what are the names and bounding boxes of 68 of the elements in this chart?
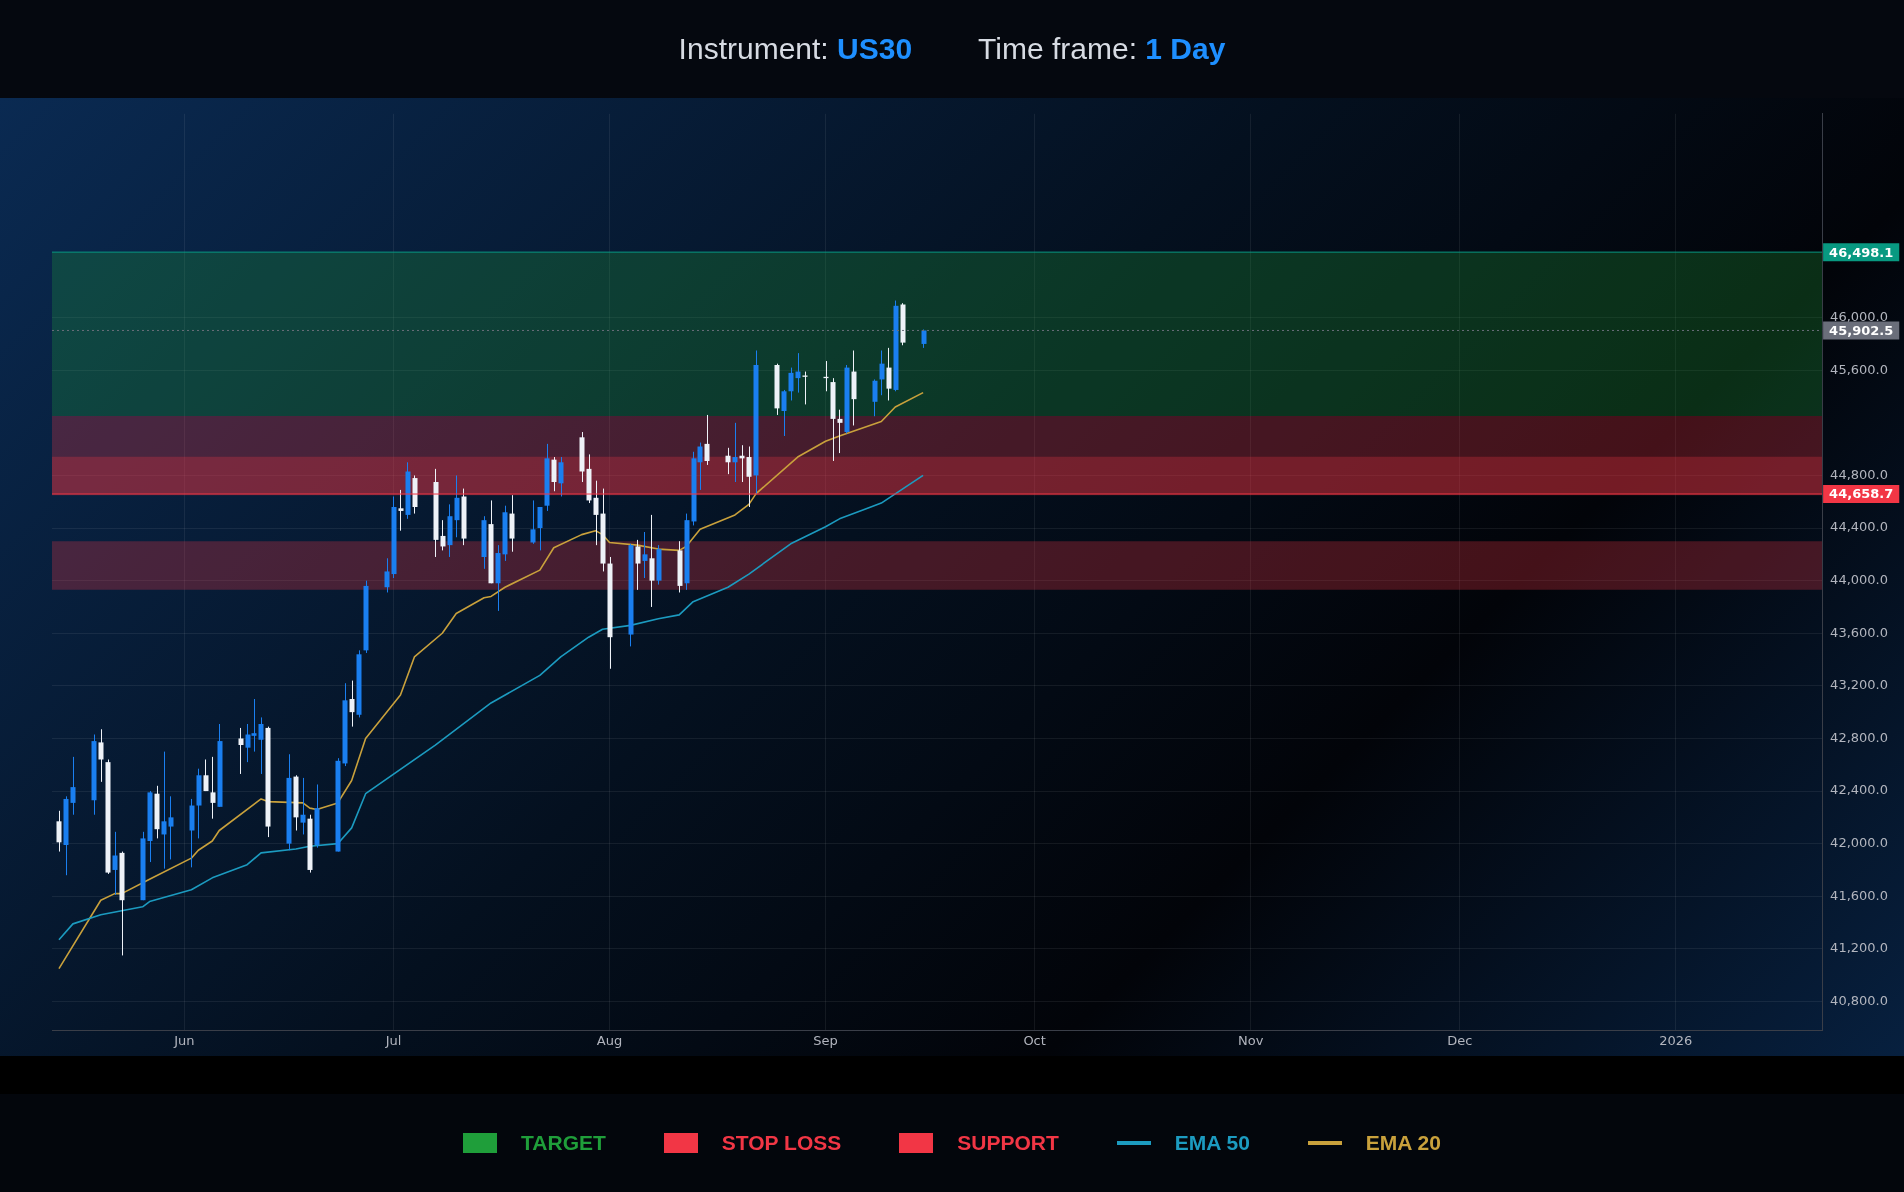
candlestick: [238, 727, 244, 775]
candlestick: [112, 831, 118, 896]
legend-label: STOP LOSS: [721, 1131, 842, 1155]
candlestick: [872, 378, 878, 417]
candlestick: [349, 680, 355, 728]
candlestick: [56, 810, 62, 853]
legend-label: SUPPORT: [957, 1131, 1059, 1155]
candlestick: [384, 557, 390, 593]
y-tick-label: 44,800.0: [1830, 466, 1888, 482]
x-tick-label: Dec: [1447, 1032, 1473, 1048]
candlestick: [558, 456, 564, 497]
y-tick-label: 43,200.0: [1830, 677, 1888, 693]
candlestick: [258, 716, 264, 775]
candlestick: [440, 519, 446, 551]
y-tick-label: 46,000.0: [1830, 309, 1888, 325]
candlestick: [746, 446, 752, 508]
candlestick: [454, 474, 460, 538]
ref-line-label: 46,498.1: [1829, 244, 1894, 260]
y-tick-label: 43,600.0: [1830, 624, 1888, 640]
y-tick-label: 42,400.0: [1830, 782, 1888, 798]
candlestick: [551, 456, 557, 492]
x-tick-label: Aug: [596, 1032, 623, 1048]
candlestick: [886, 347, 892, 401]
chart-subtitle: Time frame: 1 Day: [978, 32, 1226, 65]
candlestick: [837, 409, 843, 454]
y-tick-label: 42,800.0: [1830, 729, 1888, 745]
candlestick: [788, 367, 794, 401]
ref-line-label: 45,902.5: [1829, 322, 1894, 338]
candlestick: [70, 756, 76, 816]
candlestick: [300, 777, 306, 835]
ref-line-label: 44,658.7: [1829, 486, 1894, 502]
candlestick: [530, 499, 536, 545]
candlestick: [161, 751, 167, 870]
candlestick: [802, 371, 808, 405]
legend-label: TARGET: [521, 1131, 606, 1155]
candlestick: [725, 447, 731, 475]
candlestick: [210, 756, 216, 820]
candlestick: [98, 728, 104, 783]
candlestick: [593, 480, 599, 546]
candlestick: [921, 328, 927, 349]
candlestick: [635, 539, 641, 591]
x-tick-label: Sep: [813, 1032, 838, 1048]
y-tick-label: 42,000.0: [1830, 835, 1888, 851]
candlestick: [642, 531, 648, 579]
y-tick-label: 41,200.0: [1830, 940, 1888, 956]
candlestick: [732, 422, 738, 483]
candlestick: [398, 489, 404, 532]
candlestick: [203, 759, 209, 792]
legend-label: EMA 50: [1174, 1131, 1250, 1155]
chart-title: Instrument: US30: [678, 32, 913, 65]
x-tick-label: Jul: [384, 1032, 402, 1048]
x-tick-label: Nov: [1237, 1032, 1264, 1048]
candlestick: [704, 414, 710, 466]
x-tick-label: 2026: [1659, 1032, 1693, 1048]
y-tick-label: 40,800.0: [1830, 992, 1888, 1008]
legend-label: EMA 20: [1365, 1131, 1441, 1155]
candlestick: [781, 389, 787, 437]
x-tick-label: Oct: [1023, 1032, 1046, 1048]
candlestick: [168, 795, 174, 860]
candlestick: [537, 506, 543, 551]
y-tick-label: 44,400.0: [1830, 519, 1888, 535]
candlestick: [879, 350, 885, 396]
candlestick: [649, 514, 655, 608]
y-tick-label: 41,600.0: [1830, 887, 1888, 903]
candlestick: [795, 352, 801, 394]
y-tick-label: 44,000.0: [1830, 572, 1888, 588]
x-tick-label: Jun: [173, 1032, 195, 1048]
y-tick-label: 45,600.0: [1830, 361, 1888, 377]
